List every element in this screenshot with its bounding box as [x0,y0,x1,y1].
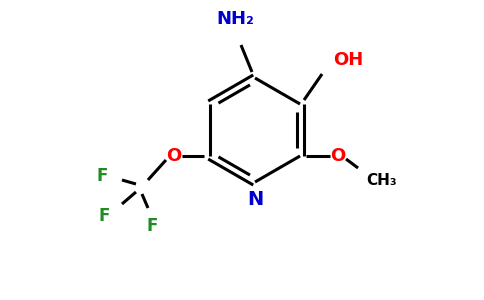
Text: N: N [247,190,263,209]
Text: NH₂: NH₂ [216,10,254,28]
Text: F: F [146,217,158,235]
Text: O: O [166,147,182,165]
Text: F: F [96,167,107,185]
Text: F: F [98,207,110,225]
Text: O: O [331,147,346,165]
Text: OH: OH [333,51,363,69]
Text: CH₃: CH₃ [367,172,397,188]
